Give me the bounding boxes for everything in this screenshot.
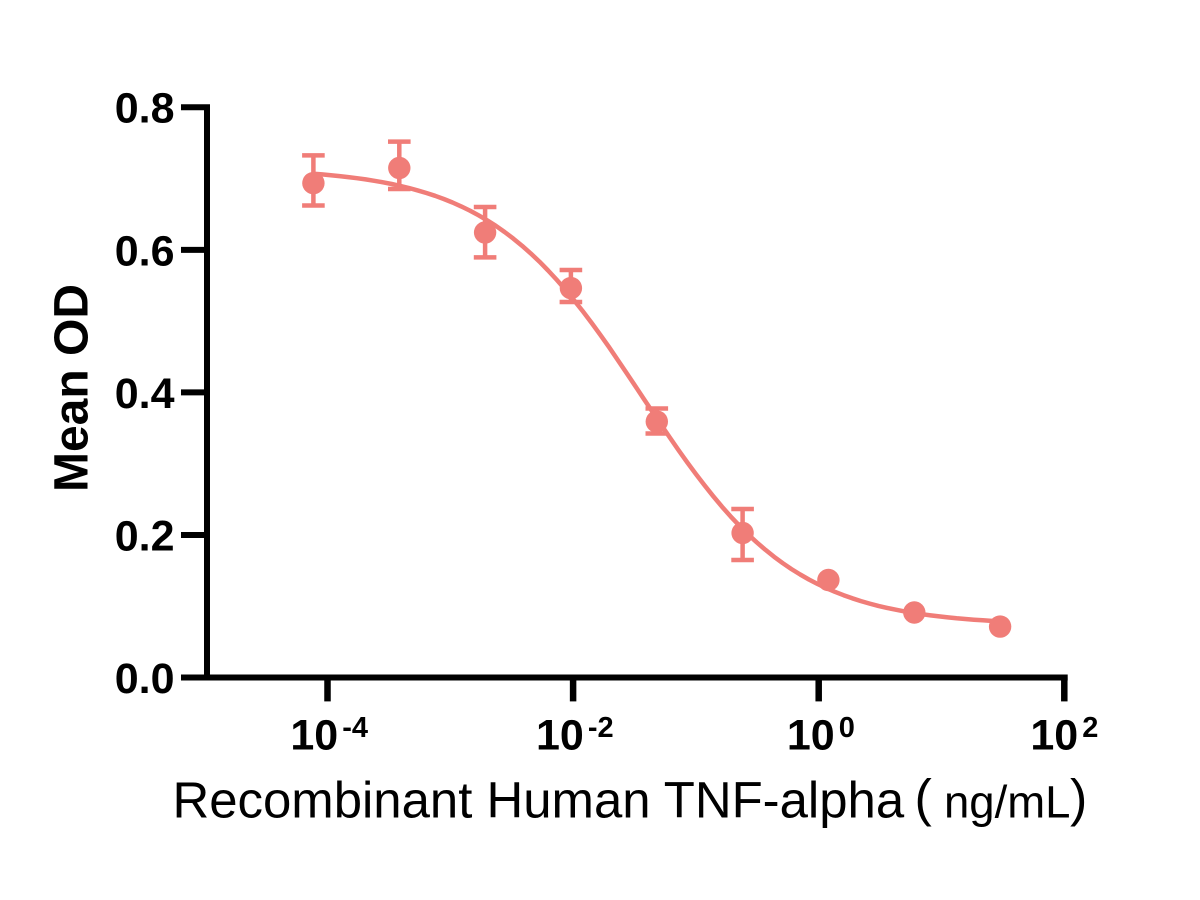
svg-text:): ) [1070, 770, 1087, 828]
svg-text:10-4: 10 -4 [290, 712, 368, 760]
svg-text:0.2: 0.2 [115, 512, 175, 560]
svg-text:(: ( [915, 770, 933, 828]
svg-text:0.8: 0.8 [115, 85, 175, 133]
svg-text:Recombinant Human TNF-alpha: Recombinant Human TNF-alpha [173, 772, 905, 829]
svg-text:0.4: 0.4 [115, 370, 175, 418]
svg-text:0.6: 0.6 [115, 227, 175, 275]
svg-text:Mean OD: Mean OD [46, 284, 99, 492]
svg-text:ng/mL: ng/mL [944, 777, 1070, 828]
svg-text:102: 10 2 [1030, 712, 1098, 760]
svg-text:0.0: 0.0 [115, 655, 175, 703]
